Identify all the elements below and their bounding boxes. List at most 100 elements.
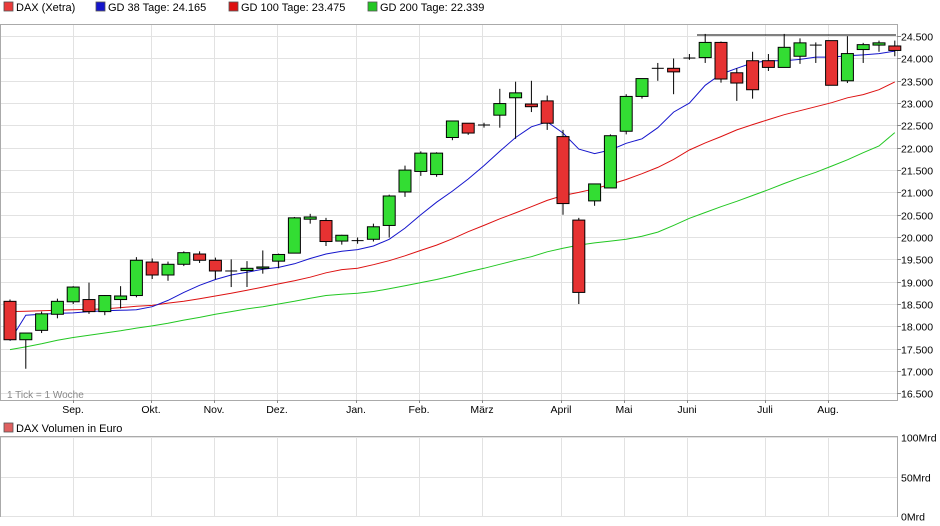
candle-body-up bbox=[114, 295, 128, 301]
candle bbox=[761, 54, 775, 71]
candle-body-up bbox=[603, 135, 617, 189]
x-axis: Sep. Okt. Nov. Dez. Jan. Feb. März April Mai Juni… bbox=[62, 400, 839, 416]
candle bbox=[651, 62, 664, 81]
candle-body-up bbox=[509, 92, 523, 99]
candle-body-up bbox=[287, 217, 301, 254]
candle bbox=[445, 120, 459, 141]
volume-grid bbox=[1, 437, 897, 517]
x-tick-label: Jan. bbox=[346, 404, 366, 416]
candle-body-down bbox=[825, 40, 839, 86]
candle-body-up bbox=[382, 195, 396, 226]
candle-body-down bbox=[730, 72, 744, 84]
y-tick-label: 17.000 bbox=[901, 367, 933, 379]
y-tick-label: 23.000 bbox=[901, 99, 933, 111]
candle bbox=[698, 33, 712, 63]
candle-body-down bbox=[3, 300, 17, 341]
y-tick-label: 23.500 bbox=[901, 77, 933, 89]
candle bbox=[208, 257, 222, 280]
volume-title: DAX Volumen in Euro bbox=[16, 423, 122, 435]
candle-body-down bbox=[540, 100, 554, 124]
candle bbox=[588, 183, 602, 206]
legend-label-dax: DAX (Xetra) bbox=[16, 2, 75, 14]
candle-body-down bbox=[82, 299, 96, 313]
candle-body-up bbox=[66, 286, 80, 303]
y-tick-label: 24.000 bbox=[901, 54, 933, 66]
candle-body-up bbox=[19, 332, 33, 341]
candle-body-down bbox=[746, 60, 760, 91]
candle-body-up bbox=[335, 234, 349, 242]
candle-body-down bbox=[208, 259, 222, 272]
tick-note: 1 Tick = 1 Woche bbox=[7, 390, 84, 401]
candle bbox=[493, 88, 507, 128]
candle bbox=[667, 58, 681, 95]
candle-body-up bbox=[398, 169, 412, 193]
candle bbox=[335, 234, 349, 245]
candle bbox=[872, 40, 886, 52]
candle-body-up bbox=[777, 46, 791, 68]
candle-body-up bbox=[793, 42, 807, 57]
candle bbox=[98, 295, 112, 316]
candle-body-down bbox=[461, 122, 475, 134]
candle bbox=[129, 257, 143, 298]
y-tick-label: 22.000 bbox=[901, 144, 933, 156]
x-tick-label: Juli bbox=[757, 404, 773, 416]
y-tick-label: 19.500 bbox=[901, 255, 933, 267]
candle-body-up bbox=[698, 41, 712, 59]
candle-body-down bbox=[761, 60, 775, 68]
candle-body-up bbox=[240, 267, 254, 272]
x-tick-label: Aug. bbox=[817, 404, 839, 416]
candle bbox=[825, 40, 839, 86]
candle bbox=[351, 237, 364, 244]
legend-swatch-dax bbox=[3, 1, 14, 12]
candle bbox=[430, 152, 444, 177]
candle bbox=[3, 299, 17, 341]
candle bbox=[714, 41, 728, 83]
y-tick-label: 20.500 bbox=[901, 211, 933, 223]
candle bbox=[809, 42, 822, 63]
candle bbox=[683, 54, 696, 60]
candle bbox=[524, 80, 538, 113]
volume-legend-swatch bbox=[3, 422, 14, 433]
candle bbox=[256, 250, 270, 274]
candle bbox=[319, 217, 333, 246]
candle bbox=[287, 216, 301, 254]
candle bbox=[556, 129, 570, 215]
x-tick-label: Feb. bbox=[408, 404, 429, 416]
candle bbox=[888, 40, 902, 57]
candle-body-up bbox=[588, 183, 602, 202]
x-tick-label: Nov. bbox=[204, 404, 225, 416]
volume-y-tick-label: 100Mrd bbox=[901, 433, 937, 445]
candle-body-up bbox=[50, 300, 64, 315]
candle bbox=[509, 81, 523, 139]
candle-body-up bbox=[98, 295, 112, 313]
candle bbox=[225, 259, 238, 288]
candle-body-down bbox=[145, 261, 159, 276]
gd200-line bbox=[9, 132, 896, 351]
candle-body-up bbox=[303, 216, 317, 220]
volume-panel bbox=[0, 436, 898, 517]
candle-body-up bbox=[366, 226, 380, 240]
legend: DAX (Xetra) GD 38 Tage: 24.165 GD 100 Ta… bbox=[3, 1, 484, 14]
volume-y-tick-label: 0Mrd bbox=[901, 512, 925, 524]
legend-label-gd100: GD 100 Tage: 23.475 bbox=[241, 2, 345, 14]
candle-body-up bbox=[177, 252, 191, 265]
candle bbox=[856, 42, 870, 63]
candle bbox=[603, 134, 617, 189]
legend-swatch-gd38 bbox=[95, 1, 106, 12]
x-tick-label: Mai bbox=[616, 404, 633, 416]
legend-label-gd200: GD 200 Tage: 22.339 bbox=[380, 2, 484, 14]
candle bbox=[840, 36, 854, 84]
x-tick-label: Dez. bbox=[266, 404, 288, 416]
candle bbox=[82, 282, 96, 314]
candle-body-up bbox=[445, 120, 459, 138]
candle bbox=[398, 165, 412, 197]
y-tick-label: 24.500 bbox=[901, 32, 933, 44]
candle bbox=[193, 251, 207, 263]
candle bbox=[161, 261, 175, 281]
candle bbox=[619, 94, 633, 135]
candle-body-down bbox=[193, 253, 207, 261]
candle-body-up bbox=[256, 266, 270, 269]
candle-body-up bbox=[619, 95, 633, 132]
candle-body-up bbox=[430, 152, 444, 176]
